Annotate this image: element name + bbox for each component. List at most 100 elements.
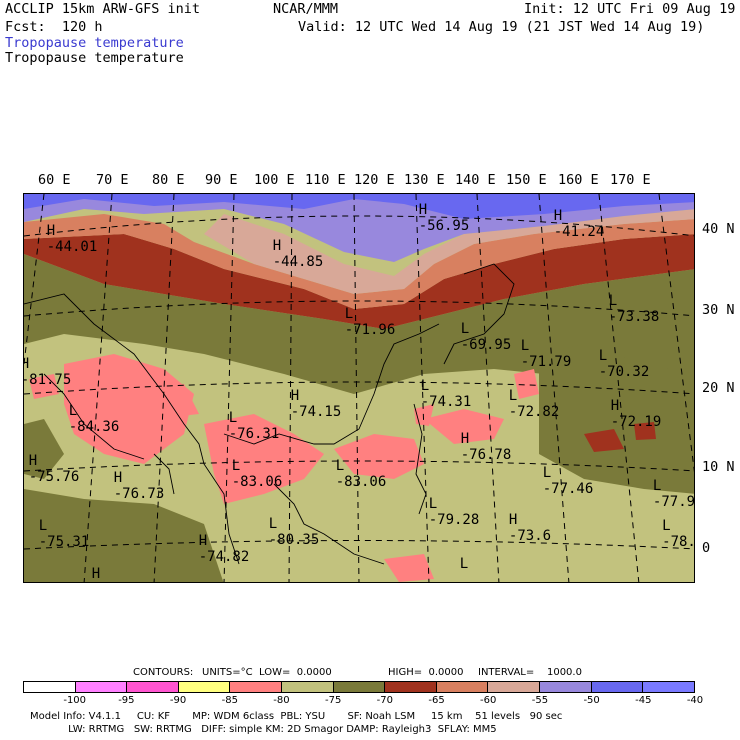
model-title: ACCLIP 15km ARW-GFS init	[5, 1, 201, 17]
extremum-value: -74.31	[420, 394, 472, 410]
extremum-value: -81.75	[23, 372, 72, 388]
orange-band	[24, 214, 694, 309]
lon-label: 150 E	[506, 172, 547, 188]
lat-label: 30 N	[702, 302, 735, 318]
extremum-type: H	[24, 356, 29, 372]
extremum-high: H -74.15	[291, 388, 342, 420]
legend-swatch	[127, 682, 179, 692]
valid-time: Valid: 12 UTC Wed 14 Aug 19 (21 JST Wed …	[298, 19, 705, 35]
extremum-value: -56.95	[418, 218, 470, 234]
extremum-type: L	[459, 556, 469, 572]
extremum-high: H -41.24	[554, 208, 605, 240]
extremum-type: H	[113, 470, 123, 486]
legend-swatch	[488, 682, 541, 692]
color-legend	[23, 681, 695, 693]
extremum-low: L -73.38	[609, 293, 660, 325]
extremum-type: H	[610, 398, 620, 414]
extremum-low: L -77.46	[543, 465, 594, 497]
extremum-value: -72.82	[508, 404, 560, 420]
extremum-type: L	[228, 410, 238, 426]
lat-label: 0	[702, 540, 711, 556]
extremum-type: L	[598, 348, 608, 364]
extremum-low: L -76.31	[229, 410, 280, 442]
extremum-value: -73.38	[608, 309, 660, 325]
pink-band	[204, 209, 694, 294]
contours-label: CONTOURS:	[133, 667, 194, 678]
lon-label: 80 E	[152, 172, 185, 188]
blue-band	[24, 194, 694, 219]
extremum-low: L -71.96	[345, 306, 396, 338]
extremum-type: H	[272, 238, 282, 254]
extremum-low: L -83.06	[336, 458, 387, 490]
legend-swatch	[178, 682, 231, 692]
extremum-value: -69.95	[460, 337, 512, 353]
extremum-type: L	[662, 518, 671, 534]
legend-tick: -90	[169, 695, 187, 706]
extremum-type: H	[460, 431, 470, 447]
legend-tick: -55	[531, 695, 549, 706]
extremum-type: H	[46, 223, 56, 239]
extremum-value: -71.96	[344, 322, 396, 338]
extremum-type: L	[652, 478, 662, 494]
olive-north	[24, 254, 694, 394]
legend-swatch	[591, 682, 644, 692]
legend-tick: -75	[324, 695, 342, 706]
extremum-value: -78.	[662, 534, 695, 550]
extremum-high: H -56.95	[419, 202, 470, 234]
legend-swatch	[643, 682, 694, 692]
lon-label: 140 E	[455, 172, 496, 188]
forecast-hour: Fcst: 120 h	[5, 19, 103, 35]
extremum-type: L	[608, 293, 618, 309]
olive-southwest-2	[24, 419, 64, 479]
extremum-type: L	[335, 458, 345, 474]
map-panel: H -44.01 H -44.85 H -56.95 H -41.24 L -71.96 L -69.…	[23, 193, 695, 583]
extremum-value: -80.35	[268, 532, 320, 548]
lon-label: 110 E	[305, 172, 346, 188]
lon-label: 60 E	[38, 172, 71, 188]
field-title-1: Tropopause temperature	[5, 35, 184, 51]
extremum-value: -75.76	[28, 469, 80, 485]
extremum-value: -76.31	[228, 426, 280, 442]
extremum-low: L -69.95	[461, 321, 512, 353]
model-info-line-1: Model Info: V4.1.1 CU: KF MP: WDM 6class…	[30, 711, 563, 722]
extremum-high: H -74.82	[199, 533, 250, 565]
brown-band	[24, 234, 694, 329]
extremum-value: -73.6	[508, 528, 552, 544]
extremum-low: L -83.06	[232, 458, 283, 490]
extremum-low: L -84.36	[69, 403, 120, 435]
extremum-low: L -79.28	[429, 496, 480, 528]
extremum-high: H -44.01	[47, 223, 98, 255]
extremum-type: L	[268, 516, 278, 532]
extremum-low: L	[460, 556, 468, 572]
extremum-low: L -71.79	[521, 338, 572, 370]
extremum-value: -84.36	[68, 419, 120, 435]
extremum-high: H -73.6	[509, 512, 551, 544]
lon-label: 70 E	[96, 172, 129, 188]
interval-label: INTERVAL= 1000.0	[478, 667, 582, 678]
extremum-value: -71.79	[520, 354, 572, 370]
extremum-high: H -76.73	[114, 470, 165, 502]
legend-swatch	[230, 682, 283, 692]
legend-tick: -50	[583, 695, 600, 706]
legend-tick: -40	[686, 695, 704, 706]
lon-label: 100 E	[254, 172, 295, 188]
high-label: HIGH= 0.0000	[388, 667, 464, 678]
extremum-low: L -70.32	[599, 348, 650, 380]
extremum-value: -76.78	[460, 447, 512, 463]
extremum-type: L	[460, 321, 470, 337]
extremum-type: H	[198, 533, 208, 549]
extremum-low: L -75.31	[39, 518, 90, 550]
legend-tick: -100	[63, 695, 87, 706]
lat-label: 40 N	[702, 221, 735, 237]
extremum-low: L -80.35	[269, 516, 320, 548]
extremum-high: H-81.75	[23, 356, 72, 388]
extremum-value: -44.85	[272, 254, 324, 270]
legend-swatch	[333, 682, 386, 692]
olive-southwest	[24, 489, 224, 582]
extremum-value: -77.46	[542, 481, 594, 497]
legend-swatch	[24, 682, 76, 692]
extremum-type: H	[28, 453, 38, 469]
brown-spots	[584, 422, 656, 452]
center-label: NCAR/MMM	[273, 1, 339, 17]
extremum-type: H	[290, 388, 300, 404]
